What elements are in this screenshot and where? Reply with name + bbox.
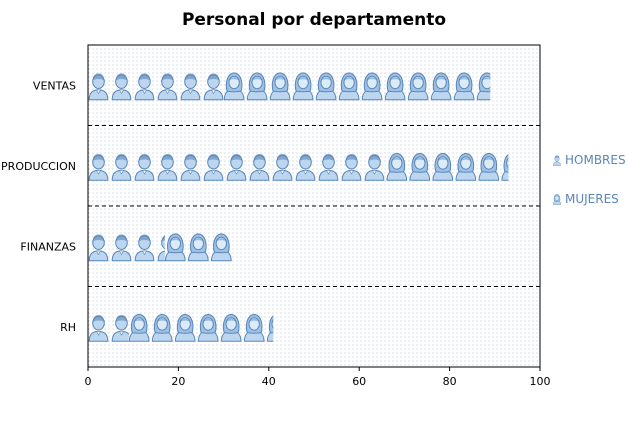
- chart-title: Personal por departamento: [181, 10, 447, 30]
- legend-item-mujeres: MUJERES: [552, 189, 626, 209]
- category-label: FINANZAS: [20, 240, 76, 253]
- x-tick-label: 0: [85, 375, 92, 388]
- woman-icon: [552, 193, 562, 205]
- legend-label: HOMBRES: [565, 153, 626, 167]
- x-tick-label: 80: [443, 375, 457, 388]
- x-axis-ticks: 0 20 40 60 80 100: [85, 367, 551, 388]
- category-label: RH: [60, 321, 76, 334]
- legend: HOMBRES MUJERES: [552, 150, 626, 228]
- y-axis-categories: VENTAS PRODUCCION FINANZAS RH: [1, 79, 76, 334]
- x-tick-label: 100: [530, 375, 551, 388]
- man-icon: [552, 154, 562, 166]
- category-dividers: [88, 125, 540, 287]
- x-tick-label: 60: [352, 375, 366, 388]
- category-label: VENTAS: [33, 79, 76, 92]
- category-label: PRODUCCION: [1, 160, 76, 173]
- legend-item-hombres: HOMBRES: [552, 150, 626, 170]
- x-tick-label: 20: [171, 375, 185, 388]
- legend-label: MUJERES: [565, 192, 619, 206]
- x-tick-label: 40: [262, 375, 276, 388]
- bar-finanzas-mujeres: [164, 233, 232, 262]
